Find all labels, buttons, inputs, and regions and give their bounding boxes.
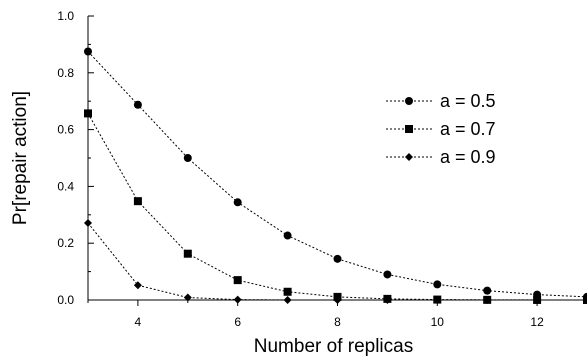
legend-label: a = 0.9 <box>440 147 496 167</box>
data-point <box>433 280 442 289</box>
legend-item: a = 0.9 <box>386 147 496 167</box>
x-ticks: 4 6 8 10 12 <box>87 300 587 329</box>
y-tick-label: 1.0 <box>57 9 74 23</box>
legend-item: a = 0.7 <box>386 119 496 139</box>
y-tick-label: 0.2 <box>57 236 74 250</box>
data-point <box>533 296 542 304</box>
series-diamond <box>84 219 587 304</box>
y-tick-label: 0.0 <box>57 293 74 307</box>
legend-label: a = 0.5 <box>440 91 496 111</box>
legend-item: a = 0.5 <box>386 91 496 111</box>
data-point <box>84 219 92 228</box>
y-tick-label: 0.4 <box>57 179 74 193</box>
data-point <box>333 254 342 263</box>
series-layer <box>84 47 587 304</box>
series-square <box>84 109 587 304</box>
x-tick-label: 6 <box>234 315 241 329</box>
x-tick-label: 10 <box>431 315 445 329</box>
legend-marker <box>405 153 413 161</box>
axes: 4 6 8 10 12 0.0 0.2 0.4 0.6 0.8 1.0 <box>57 9 587 329</box>
data-point <box>383 296 392 304</box>
data-point <box>183 293 192 302</box>
series-circle <box>84 47 587 301</box>
data-point <box>283 295 292 304</box>
data-point <box>133 100 142 109</box>
series-line <box>87 113 587 301</box>
data-point <box>333 296 342 304</box>
data-point <box>133 281 142 290</box>
data-point <box>183 154 192 162</box>
data-point <box>233 198 242 207</box>
data-point <box>133 197 142 206</box>
data-point <box>583 296 587 304</box>
data-point <box>283 231 292 240</box>
data-point <box>483 296 492 304</box>
x-tick-label: 4 <box>135 315 142 329</box>
data-point <box>233 276 242 285</box>
data-point <box>433 296 442 304</box>
x-tick-label: 12 <box>530 315 544 329</box>
y-tick-label: 0.8 <box>57 66 74 80</box>
data-point <box>383 270 392 279</box>
data-point <box>84 47 92 56</box>
data-point <box>233 295 242 304</box>
legend-label: a = 0.7 <box>440 119 496 139</box>
data-point <box>283 287 292 296</box>
x-axis-label: Number of replicas <box>254 336 413 357</box>
series-line <box>87 51 587 298</box>
data-point <box>183 249 192 258</box>
y-ticks: 0.0 0.2 0.4 0.6 0.8 1.0 <box>57 9 94 307</box>
y-tick-label: 0.6 <box>57 123 74 137</box>
x-tick-label: 8 <box>334 315 341 329</box>
legend-marker <box>405 97 413 105</box>
legend: a = 0.5 a = 0.7 a = 0.9 <box>386 91 496 167</box>
data-point <box>483 286 492 295</box>
data-point <box>84 109 92 118</box>
legend-marker <box>405 125 413 133</box>
y-axis-label: Pr[repair action] <box>10 91 31 225</box>
